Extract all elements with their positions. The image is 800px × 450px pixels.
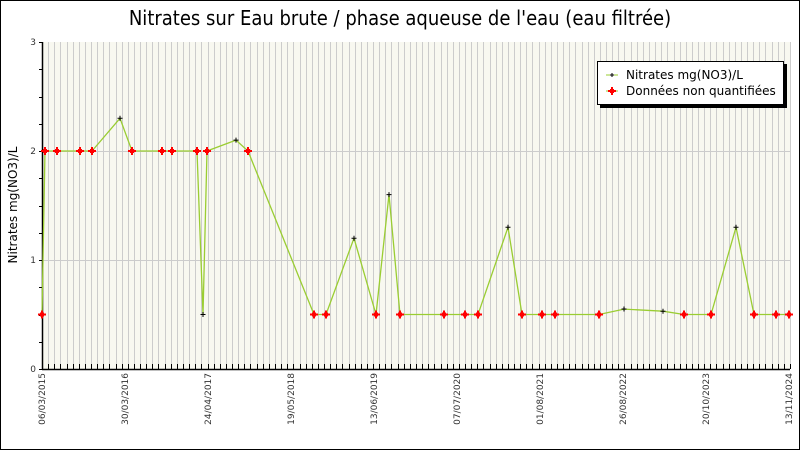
x-tick-label: 07/07/2020 [453,373,463,425]
legend-label-nitrates: Nitrates mg(NO3)/L [626,68,743,82]
legend-item-non-quantified: Données non quantifiées [606,83,776,99]
data-markers [38,115,793,319]
non-quantified-marker [551,310,559,319]
x-tick-label: 20/10/2023 [702,373,712,425]
non-quantified-marker [322,310,330,319]
series-line [41,117,789,316]
non-quantified-marker [474,310,482,319]
y-tick-label: 3 [30,38,36,48]
x-tick-label: 06/03/2015 [38,373,48,425]
non-quantified-marker-icon [606,85,618,97]
x-tick-label: 13/06/2019 [370,373,380,425]
y-tick-label: 0 [30,365,36,375]
x-tick-label: 19/05/2018 [287,373,297,425]
x-tick-label: 30/03/2016 [121,373,131,425]
legend-item-nitrates: Nitrates mg(NO3)/L [606,67,743,83]
non-quantified-marker [310,310,318,319]
non-quantified-marker [680,310,688,319]
y-tick-label: 2 [30,147,36,157]
y-tick-label: 1 [30,256,36,266]
non-quantified-marker [53,147,61,155]
non-quantified-marker [772,310,780,319]
non-quantified-marker [538,310,546,319]
non-quantified-marker [168,147,176,155]
x-tick-label: 24/04/2017 [204,373,214,425]
non-quantified-marker [158,147,166,155]
non-quantified-marker [76,147,84,155]
quantified-marker [200,312,206,317]
non-quantified-marker [38,310,46,319]
non-quantified-marker [518,310,526,319]
non-quantified-marker [461,310,469,319]
chart-title: Nitrates sur Eau brute / phase aqueuse d… [128,6,672,30]
y-tick-labels: 0 1 2 3 [30,38,36,375]
non-quantified-marker [203,147,211,155]
quantified-marker [117,115,123,121]
quantified-marker [621,306,627,312]
non-quantified-marker [372,310,380,319]
axes [39,42,791,371]
x-tick-label: 13/11/2024 [785,373,795,425]
non-quantified-marker [750,310,758,319]
non-quantified-marker [707,310,715,319]
quantified-marker [351,235,357,241]
quantified-marker-icon [606,69,618,81]
quantified-marker [386,192,392,198]
y-axis-title: Nitrates mg(NO3)/L [6,146,20,263]
x-tick-label: 26/08/2022 [619,373,629,425]
non-quantified-marker [440,310,448,319]
non-quantified-marker [244,147,252,155]
legend-label-non-quantified: Données non quantifiées [626,84,776,98]
legend: Nitrates mg(NO3)/L Données non quantifié… [597,61,784,105]
quantified-marker [660,308,666,314]
quantified-marker [505,224,511,230]
non-quantified-marker [88,147,96,155]
x-tick-label: 01/08/2021 [536,373,546,425]
quantified-marker [233,137,239,143]
non-quantified-marker [595,310,603,319]
non-quantified-marker [785,310,793,319]
non-quantified-marker [41,147,49,155]
non-quantified-marker [193,147,201,155]
non-quantified-marker [396,310,404,319]
non-quantified-marker [128,147,136,155]
quantified-marker [733,224,739,230]
x-tick-labels: 06/03/2015 30/03/2016 24/04/2017 19/05/2018… [38,373,795,425]
